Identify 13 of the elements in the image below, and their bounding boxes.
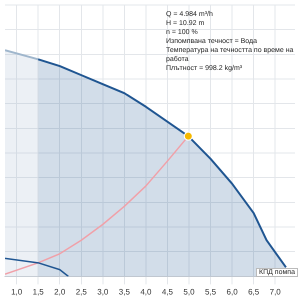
x-tick-label: 2,5	[76, 287, 88, 296]
x-tick-label: 6,0	[226, 287, 238, 296]
x-tick-label: 3,5	[118, 287, 130, 296]
x-tick-label: 6,5	[248, 287, 260, 296]
x-tick-label: 5,5	[204, 287, 217, 296]
x-tick-label: 3,0	[97, 287, 109, 296]
x-tick-label: 4,5	[162, 287, 174, 296]
x-tick-label: 5,0	[183, 287, 196, 296]
x-tick-label: 1,0	[11, 287, 23, 296]
x-tick-label: 4,0	[140, 287, 152, 296]
x-tick-label: 7,0	[270, 287, 282, 296]
x-tick-label: 2,0	[54, 287, 66, 296]
x-tick-label: 1,5	[32, 287, 44, 296]
